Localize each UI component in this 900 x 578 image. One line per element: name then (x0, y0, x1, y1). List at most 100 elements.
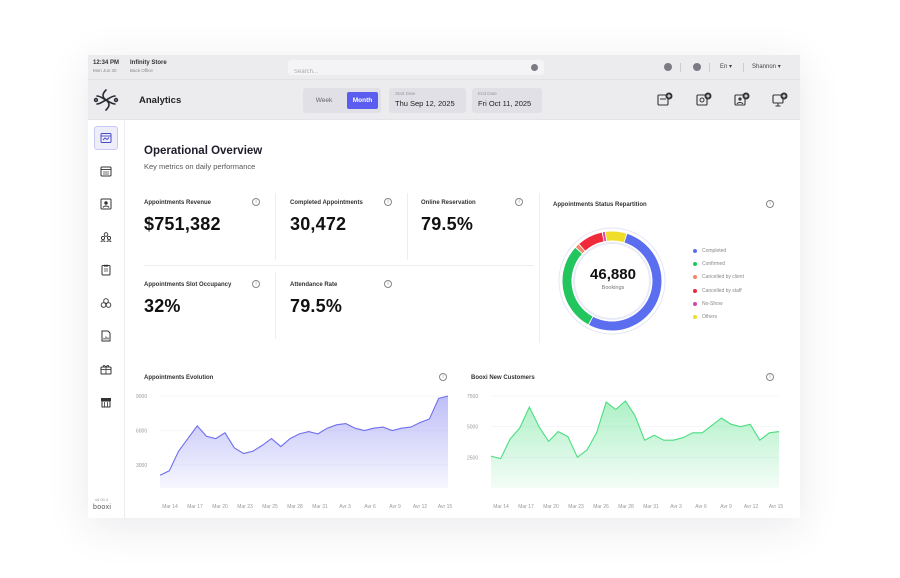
start-date-picker[interactable]: Start Date Thu Sep 12, 2025 (389, 88, 466, 113)
brand-logo-icon[interactable] (92, 87, 120, 113)
total-bookings-value: 46,880 (590, 266, 636, 283)
app-version: v6.00.4 (95, 497, 109, 502)
info-icon[interactable]: i (384, 280, 392, 288)
donut-segment[interactable] (562, 247, 593, 325)
calendar-icon (100, 166, 112, 177)
area-fill (491, 400, 779, 488)
y-tick-label: 9000 (136, 394, 147, 400)
kpi-attendance-rate: Attendance Rate 79.5% (290, 282, 342, 317)
gift-icon (100, 365, 112, 375)
kpi-label: Completed Appointments (290, 200, 363, 206)
legend-label: Cancelled by staff (702, 287, 742, 294)
info-icon[interactable]: i (384, 198, 392, 206)
sidebar-item-customers[interactable] (94, 192, 118, 216)
x-tick-label: Mar 26 (593, 504, 609, 510)
help-icon[interactable] (693, 63, 701, 71)
x-tick-label: Mar 20 (543, 504, 559, 510)
divider (144, 265, 534, 266)
legend-label: Completed (702, 247, 727, 254)
info-icon[interactable]: i (252, 280, 260, 288)
legend-label: Cancelled by client (702, 274, 744, 281)
kpi-value: 30,472 (290, 214, 347, 234)
legend-item[interactable]: Others (693, 310, 744, 323)
donut-inner-ring (573, 242, 651, 320)
donut-segment[interactable] (589, 233, 662, 331)
new-customers-chart: 2500 5000 7500 Mar 14 Mar 17 Mar 20 Mar 23 Mar … (467, 394, 783, 510)
sidebar-item-staff[interactable] (94, 225, 118, 249)
sidebar-item-calendar[interactable] (94, 159, 118, 183)
sidebar-item-documents[interactable] (94, 324, 118, 348)
kpi-label: Appointments Revenue (144, 200, 212, 206)
donut-center: 46,880 Bookings (583, 266, 643, 291)
x-tick-label: Mar 14 (162, 504, 178, 510)
legend-dot (693, 315, 697, 320)
status-legend: Completed Confirmed Cancelled by client … (693, 244, 744, 324)
info-icon[interactable]: i (766, 373, 774, 381)
donut-segment[interactable] (605, 231, 627, 243)
clock-time: 12:34 PM (93, 60, 120, 66)
store-name[interactable]: Infinity Store (130, 60, 167, 66)
kpi-label: Appointments Slot Occupancy (144, 282, 232, 288)
status-chart-title: Appointments Status Repartition (553, 202, 647, 208)
dashboard-icon (100, 133, 112, 143)
kpi-value: 79.5% (290, 296, 343, 316)
y-tick-label: 5000 (467, 425, 478, 431)
clipboard-icon (101, 264, 111, 276)
sidebar-item-analytics[interactable] (94, 126, 118, 150)
start-date-value: Thu Sep 12, 2025 (395, 99, 455, 108)
sidebar-item-gifts[interactable] (94, 357, 118, 381)
donut-segment[interactable] (575, 244, 585, 254)
appointments-evolution-chart: 3000 6000 9000 Mar 14 Mar 17 Mar 20 Mar 23 Mar … (136, 394, 453, 510)
notification-icon[interactable] (664, 63, 672, 71)
kpi-value: 32% (144, 296, 181, 316)
sidebar-item-reports[interactable] (94, 258, 118, 282)
add-customer-icon[interactable] (734, 92, 750, 107)
info-icon[interactable]: i (252, 198, 260, 206)
x-tick-label: Avr 6 (364, 504, 376, 510)
x-tick-label: Mar 28 (287, 504, 303, 510)
report-icon (101, 330, 111, 342)
legend-item[interactable]: No-Show (693, 297, 744, 310)
section-subtitle: Key metrics on daily performance (144, 162, 256, 171)
x-tick-label: Mar 28 (618, 504, 634, 510)
start-date-label: Start Date (395, 91, 416, 96)
x-tick-label: Avr 6 (695, 504, 707, 510)
info-icon[interactable]: i (439, 373, 447, 381)
legend-item[interactable]: Confirmed (693, 257, 744, 270)
donut-outer-ring (558, 227, 666, 335)
legend-item[interactable]: Completed (693, 244, 744, 257)
donut-segment[interactable] (579, 232, 604, 251)
sidebar: v6.00.4 booxi (88, 120, 125, 518)
series-line[interactable] (159, 395, 449, 476)
y-tick-label: 6000 (136, 429, 147, 435)
search-icon[interactable] (531, 64, 538, 71)
kpi-appointments-revenue: Appointments Revenue $751,382 (144, 200, 221, 235)
period-toggle[interactable]: Week Month (303, 88, 381, 113)
y-tick-label: 2500 (467, 455, 478, 461)
search-bar[interactable] (288, 60, 544, 80)
language-selector[interactable]: En ▾ (720, 64, 733, 70)
series-line[interactable] (490, 400, 780, 460)
legend-item[interactable]: Cancelled by client (693, 271, 744, 284)
kpi-value: $751,382 (144, 214, 221, 234)
sidebar-item-store[interactable] (94, 390, 118, 414)
add-display-icon[interactable] (772, 92, 788, 107)
x-tick-label: Mar 31 (312, 504, 328, 510)
legend-item[interactable]: Cancelled by staff (693, 284, 744, 297)
add-search-icon[interactable] (696, 92, 712, 107)
x-tick-label: Avr 15 (438, 504, 453, 510)
period-month-button[interactable]: Month (347, 92, 378, 109)
info-icon[interactable]: i (766, 200, 774, 208)
end-date-picker[interactable]: End Date Fri Oct 11, 2025 (472, 88, 542, 113)
info-icon[interactable]: i (515, 198, 523, 206)
section-title: Operational Overview (144, 145, 263, 157)
x-tick-label: Mar 25 (262, 504, 278, 510)
kpi-slot-occupancy: Appointments Slot Occupancy 32% (144, 282, 231, 317)
user-menu[interactable]: Shannon ▾ (752, 64, 781, 70)
kpi-completed-appointments: Completed Appointments 30,472 (290, 200, 363, 235)
period-week-button[interactable]: Week (315, 97, 333, 104)
add-event-icon[interactable] (657, 92, 673, 107)
search-input[interactable] (288, 64, 508, 80)
total-bookings-label: Bookings (601, 285, 625, 291)
sidebar-item-groups[interactable] (94, 291, 118, 315)
